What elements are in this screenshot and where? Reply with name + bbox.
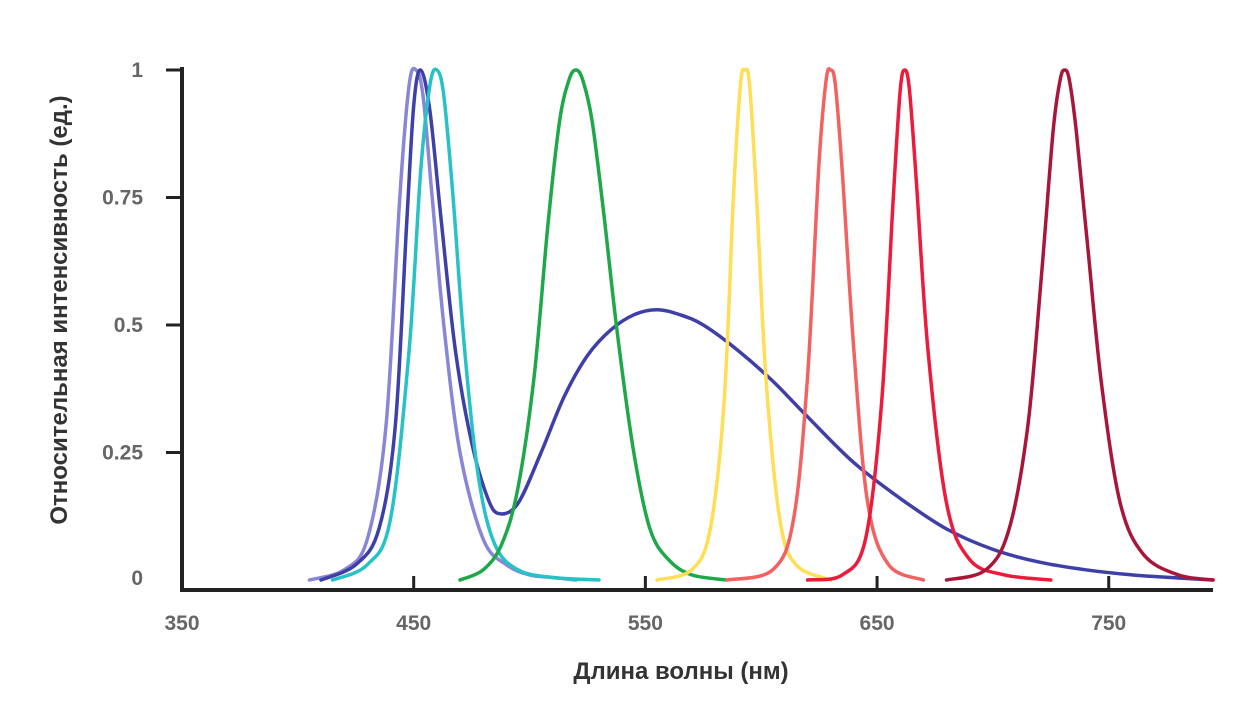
y-tick-label: 0.75	[102, 187, 143, 210]
x-axis-title: Длина волны (нм)	[573, 658, 788, 685]
x-tick-label: 550	[628, 612, 663, 635]
x-tick-label: 350	[164, 612, 199, 635]
series-line-4	[458, 68, 729, 582]
y-tick-label: 0	[131, 567, 143, 590]
series-line-7	[805, 68, 1053, 582]
series-line-8	[944, 68, 1215, 582]
x-tick-label: 750	[1091, 612, 1126, 635]
series-line-5	[655, 67, 833, 582]
tick-labels: 0 0.25 0.5 0.75 1 350 450 550 650 750	[102, 59, 1126, 635]
y-tick-label: 1	[131, 59, 143, 82]
series-line-6	[724, 67, 926, 582]
series-line-1	[307, 66, 578, 582]
y-axis-title: Относительная интенсивность (ед.)	[46, 95, 73, 524]
series-line-2	[319, 68, 1215, 582]
x-tick-label: 450	[396, 612, 431, 635]
axes	[166, 67, 1213, 592]
plot-lines	[307, 66, 1215, 582]
y-tick-label: 0.5	[114, 314, 144, 337]
x-tick-label: 650	[860, 612, 895, 635]
series-line-3	[330, 67, 601, 582]
y-tick-label: 0.25	[102, 442, 143, 465]
